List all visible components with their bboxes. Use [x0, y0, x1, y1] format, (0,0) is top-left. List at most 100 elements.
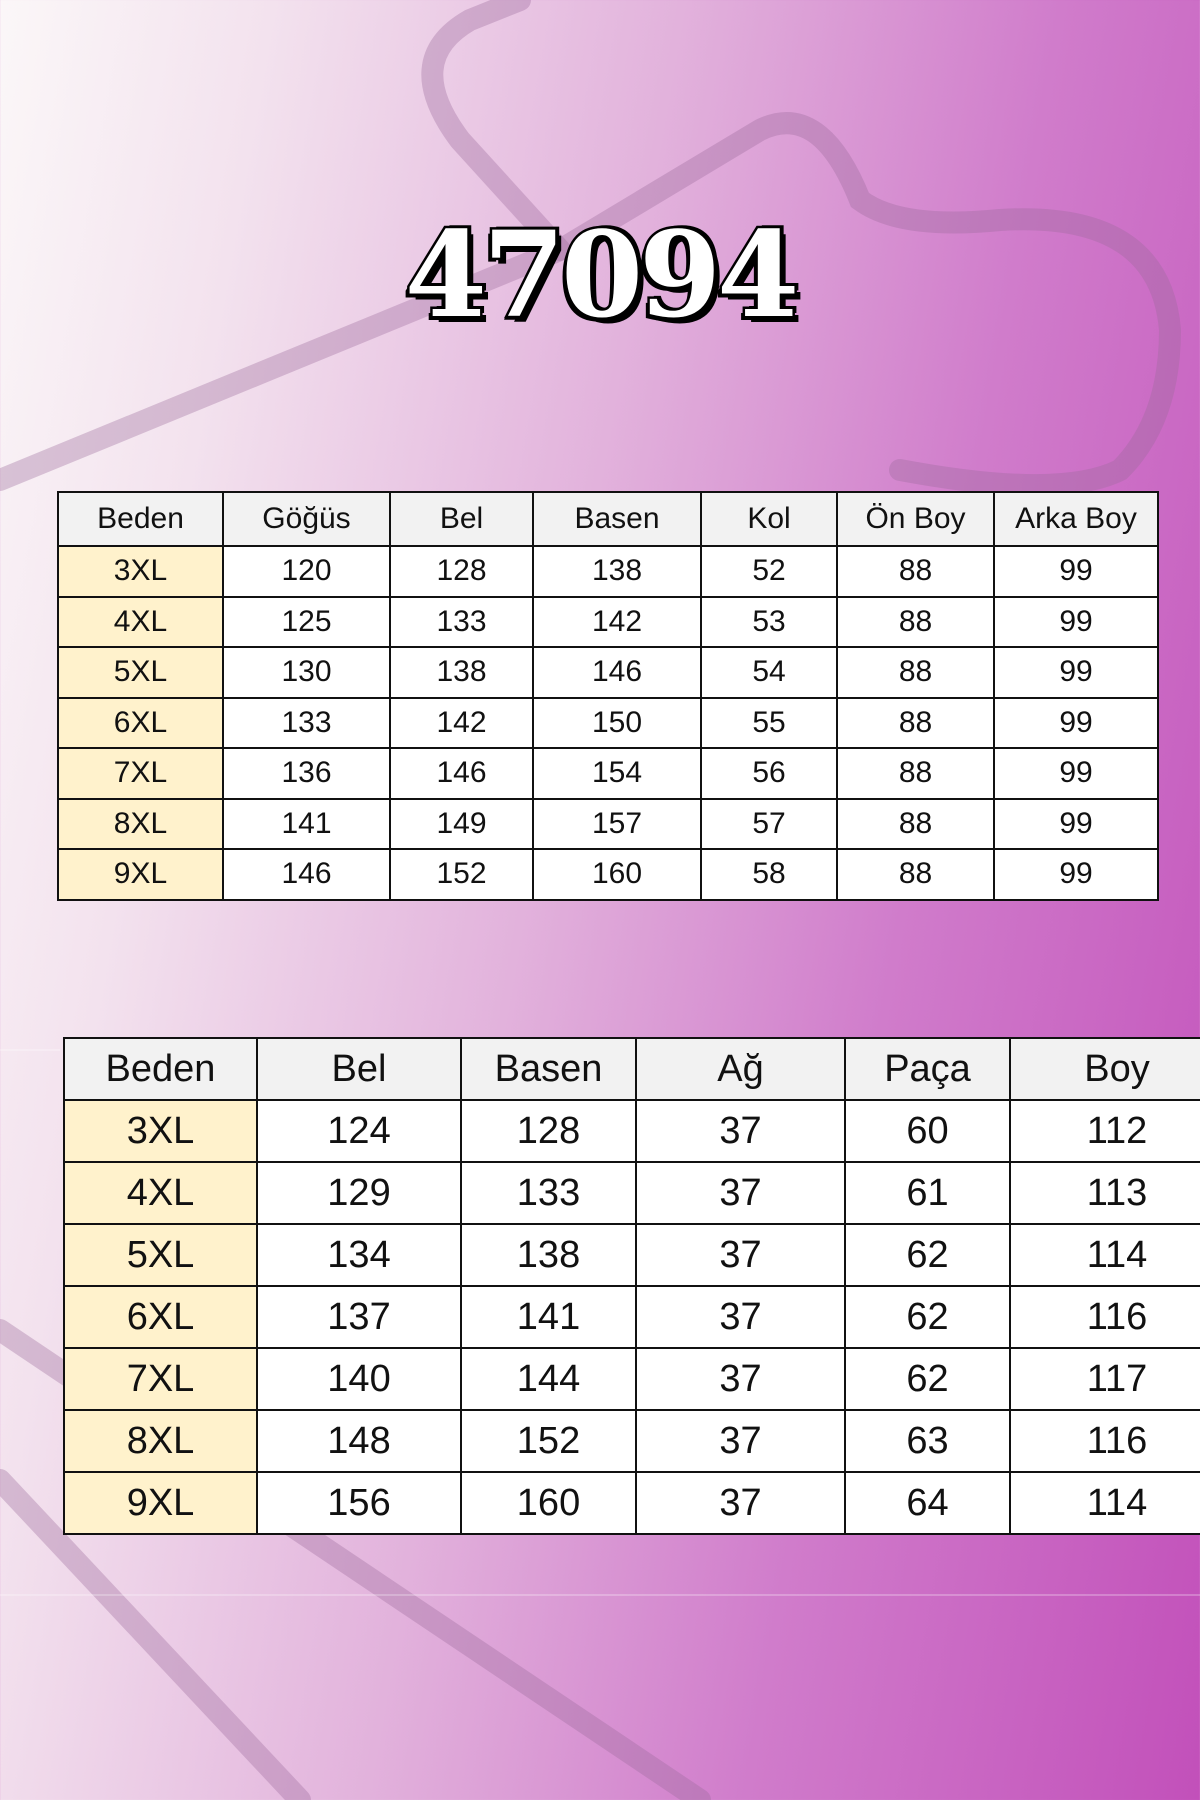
- measurement-cell: 37: [635, 1099, 846, 1163]
- size-cell: 9XL: [57, 848, 224, 901]
- measurement-cell: 88: [836, 797, 995, 850]
- measurement-cell: 63: [844, 1409, 1011, 1473]
- measurement-cell: 138: [460, 1223, 637, 1287]
- column-header: Basen: [532, 491, 702, 547]
- measurement-cell: 99: [993, 848, 1159, 901]
- measurement-cell: 138: [532, 545, 702, 598]
- table-row: 6XL 137 141 37 62 116: [63, 1285, 1200, 1349]
- measurement-cell: 116: [1009, 1409, 1200, 1473]
- size-cell: 7XL: [57, 747, 224, 800]
- measurement-cell: 99: [993, 696, 1159, 749]
- measurement-cell: 146: [389, 747, 534, 800]
- measurement-cell: 37: [635, 1161, 846, 1225]
- measurement-cell: 140: [256, 1347, 462, 1411]
- size-cell: 3XL: [57, 545, 224, 598]
- column-header: Bel: [389, 491, 534, 547]
- top-size-table: Beden Göğüs Bel Basen Kol Ön Boy Arka Boy 3XL 1…: [57, 491, 1159, 901]
- column-header: Ağ: [635, 1037, 846, 1101]
- measurement-cell: 113: [1009, 1161, 1200, 1225]
- measurement-cell: 88: [836, 595, 995, 648]
- size-cell: 3XL: [63, 1099, 258, 1163]
- measurement-cell: 55: [700, 696, 838, 749]
- size-cell: 6XL: [57, 696, 224, 749]
- table-row: 5XL 134 138 37 62 114: [63, 1223, 1200, 1287]
- table-row: 4XL 129 133 37 61 113: [63, 1161, 1200, 1225]
- measurement-cell: 88: [836, 696, 995, 749]
- measurement-cell: 52: [700, 545, 838, 598]
- measurement-cell: 99: [993, 797, 1159, 850]
- column-header: Arka Boy: [993, 491, 1159, 547]
- table-row: 3XL 120 128 138 52 88 99: [57, 545, 1159, 598]
- table-header-row: Beden Göğüs Bel Basen Kol Ön Boy Arka Boy: [57, 491, 1159, 547]
- measurement-cell: 54: [700, 646, 838, 699]
- measurement-cell: 133: [389, 595, 534, 648]
- table-row: 9XL 146 152 160 58 88 99: [57, 848, 1159, 901]
- measurement-cell: 37: [635, 1409, 846, 1473]
- measurement-cell: 57: [700, 797, 838, 850]
- product-code-title: 47094: [402, 203, 802, 347]
- table-row: 3XL 124 128 37 60 112: [63, 1099, 1200, 1163]
- column-header: Basen: [460, 1037, 637, 1101]
- measurement-cell: 37: [635, 1471, 846, 1535]
- measurement-cell: 130: [222, 646, 391, 699]
- column-header: Göğüs: [222, 491, 391, 547]
- measurement-cell: 61: [844, 1161, 1011, 1225]
- measurement-cell: 156: [256, 1471, 462, 1535]
- size-cell: 5XL: [63, 1223, 258, 1287]
- measurement-cell: 160: [460, 1471, 637, 1535]
- table-header-row: Beden Bel Basen Ağ Paça Boy: [63, 1037, 1200, 1101]
- column-header: Bel: [256, 1037, 462, 1101]
- measurement-cell: 117: [1009, 1347, 1200, 1411]
- column-header: Boy: [1009, 1037, 1200, 1101]
- column-header: Ön Boy: [836, 491, 995, 547]
- measurement-cell: 160: [532, 848, 702, 901]
- bottom-size-table: Beden Bel Basen Ağ Paça Boy 3XL 124 128 37 60 112 4…: [63, 1037, 1200, 1535]
- size-cell: 4XL: [57, 595, 224, 648]
- measurement-cell: 99: [993, 595, 1159, 648]
- measurement-cell: 138: [389, 646, 534, 699]
- measurement-cell: 133: [222, 696, 391, 749]
- table-row: 9XL 156 160 37 64 114: [63, 1471, 1200, 1535]
- table-row: 7XL 136 146 154 56 88 99: [57, 747, 1159, 800]
- measurement-cell: 114: [1009, 1223, 1200, 1287]
- measurement-cell: 152: [460, 1409, 637, 1473]
- measurement-cell: 53: [700, 595, 838, 648]
- size-cell: 9XL: [63, 1471, 258, 1535]
- measurement-cell: 99: [993, 747, 1159, 800]
- measurement-cell: 148: [256, 1409, 462, 1473]
- measurement-cell: 141: [460, 1285, 637, 1349]
- size-cell: 5XL: [57, 646, 224, 699]
- measurement-cell: 88: [836, 747, 995, 800]
- measurement-cell: 146: [222, 848, 391, 901]
- measurement-cell: 154: [532, 747, 702, 800]
- size-cell: 6XL: [63, 1285, 258, 1349]
- size-cell: 4XL: [63, 1161, 258, 1225]
- column-header: Beden: [57, 491, 224, 547]
- measurement-cell: 129: [256, 1161, 462, 1225]
- column-header: Kol: [700, 491, 838, 547]
- measurement-cell: 62: [844, 1347, 1011, 1411]
- measurement-cell: 142: [532, 595, 702, 648]
- measurement-cell: 56: [700, 747, 838, 800]
- table-row: 8XL 141 149 157 57 88 99: [57, 797, 1159, 850]
- measurement-cell: 128: [460, 1099, 637, 1163]
- measurement-cell: 142: [389, 696, 534, 749]
- measurement-cell: 120: [222, 545, 391, 598]
- measurement-cell: 116: [1009, 1285, 1200, 1349]
- measurement-cell: 114: [1009, 1471, 1200, 1535]
- measurement-cell: 125: [222, 595, 391, 648]
- measurement-cell: 62: [844, 1223, 1011, 1287]
- measurement-cell: 150: [532, 696, 702, 749]
- table-row: 5XL 130 138 146 54 88 99: [57, 646, 1159, 699]
- measurement-cell: 99: [993, 646, 1159, 699]
- measurement-cell: 62: [844, 1285, 1011, 1349]
- table-row: 6XL 133 142 150 55 88 99: [57, 696, 1159, 749]
- measurement-cell: 136: [222, 747, 391, 800]
- measurement-cell: 137: [256, 1285, 462, 1349]
- size-cell: 7XL: [63, 1347, 258, 1411]
- measurement-cell: 37: [635, 1347, 846, 1411]
- measurement-cell: 88: [836, 646, 995, 699]
- table-row: 4XL 125 133 142 53 88 99: [57, 595, 1159, 648]
- measurement-cell: 146: [532, 646, 702, 699]
- measurement-cell: 58: [700, 848, 838, 901]
